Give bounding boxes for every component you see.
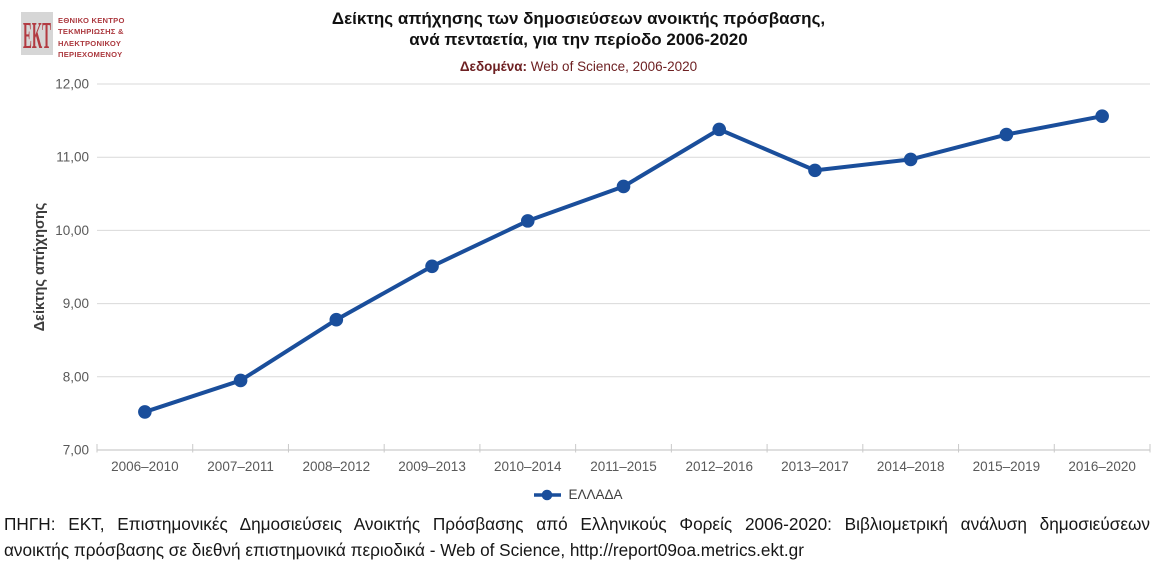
ekt-logo-text: ΕΘΝΙΚΟ ΚΕΝΤΡΟ ΤΕΚΜΗΡΙΩΣΗΣ & ΗΛΕΚΤΡΟΝΙΚΟΥ… <box>58 15 125 61</box>
data-point[interactable] <box>233 373 248 388</box>
ekt-acronym: EKT <box>23 15 51 55</box>
chart-subtitle: Δεδομένα: Web of Science, 2006-2020 <box>0 59 1157 74</box>
x-axis-ticks <box>96 444 1151 453</box>
series-ellada <box>138 109 1109 419</box>
x-tick-label: 2016–2020 <box>1068 459 1136 474</box>
y-tick-label: 12,00 <box>55 77 89 92</box>
legend: ΕΛΛΑΔΑ <box>0 487 1157 502</box>
legend-label: ΕΛΛΑΔΑ <box>568 487 623 502</box>
x-tick-label: 2012–2016 <box>685 459 753 474</box>
y-tick-label: 11,00 <box>56 150 89 165</box>
x-tick-label: 2009–2013 <box>398 459 466 474</box>
gridlines <box>97 83 1150 451</box>
y-axis-title-text: Δείκτης απήχησης <box>32 203 48 332</box>
data-point[interactable] <box>329 312 344 327</box>
data-point[interactable] <box>1095 109 1109 124</box>
logo-line: ΗΛΕΚΤΡΟΝΙΚΟΥ <box>58 38 122 48</box>
data-point[interactable] <box>808 163 822 178</box>
source-caption: ΠΗΓΗ: ΕΚΤ, Επιστημονικές Δημοσιεύσεις Αν… <box>4 511 1150 563</box>
data-point[interactable] <box>903 152 918 167</box>
x-tick-label: 2011–2015 <box>590 459 657 474</box>
y-tick-label: 10,00 <box>55 223 89 238</box>
y-axis-title: Δείκτης απήχησης <box>32 203 48 332</box>
title-line-2: ανά πενταετία, για την περίοδο 2006-2020 <box>409 30 748 49</box>
source-line-2: ανοικτής πρόσβασης σε διεθνή επιστημονικ… <box>4 540 804 560</box>
ekt-logo-mark-icon: EKT <box>21 12 53 55</box>
y-axis-tick-labels: 7,00 8,00 9,00 10,00 11,00 12,00 <box>55 77 89 458</box>
subtitle-source: Web of Science, 2006-2020 <box>530 59 698 74</box>
y-tick-label: 9,00 <box>63 296 89 311</box>
data-point[interactable] <box>520 214 535 228</box>
x-tick-label: 2014–2018 <box>877 459 945 474</box>
ekt-acronym-icon: EKT <box>23 15 51 55</box>
y-tick-label: 7,00 <box>63 443 89 458</box>
data-point[interactable] <box>712 122 727 137</box>
x-tick-label: 2015–2019 <box>973 459 1041 474</box>
subtitle-label: Δεδομένα: <box>459 59 528 74</box>
title-line-1: Δείκτης απήχησης των δημοσιεύσεων ανοικτ… <box>331 9 826 28</box>
data-point[interactable] <box>616 179 631 194</box>
data-point[interactable] <box>138 405 152 419</box>
x-tick-label: 2010–2014 <box>494 459 562 474</box>
source-line-1: ΠΗΓΗ: ΕΚΤ, Επιστημονικές Δημοσιεύσεις Αν… <box>4 514 1150 534</box>
x-tick-label: 2013–2017 <box>781 459 849 474</box>
ekt-logo: EKT ΕΘΝΙΚΟ ΚΕΝΤΡΟ ΤΕΚΜΗΡΙΩΣΗΣ & ΗΛΕΚΤΡΟΝ… <box>21 12 125 61</box>
y-tick-label: 8,00 <box>63 369 89 384</box>
page-title: Δείκτης απήχησης των δημοσιεύσεων ανοικτ… <box>0 8 1157 50</box>
x-tick-label: 2008–2012 <box>303 459 371 474</box>
legend-item-ellada[interactable]: ΕΛΛΑΔΑ <box>534 487 623 502</box>
x-tick-label: 2006–2010 <box>111 459 179 474</box>
logo-line: ΤΕΚΜΗΡΙΩΣΗΣ & <box>58 27 124 37</box>
data-point[interactable] <box>999 127 1014 142</box>
legend-line-marker-icon <box>534 489 562 500</box>
x-axis-tick-labels: 2006–2010 2007–2011 2008–2012 2009–2013 2010… <box>111 459 1136 474</box>
x-tick-label: 2007–2011 <box>207 459 274 474</box>
series-line <box>142 114 1105 414</box>
logo-line: ΕΘΝΙΚΟ ΚΕΝΤΡΟ <box>58 16 125 25</box>
data-point[interactable] <box>425 259 439 274</box>
logo-line: ΠΕΡΙΕΧΟΜΕΝΟΥ <box>58 50 123 60</box>
